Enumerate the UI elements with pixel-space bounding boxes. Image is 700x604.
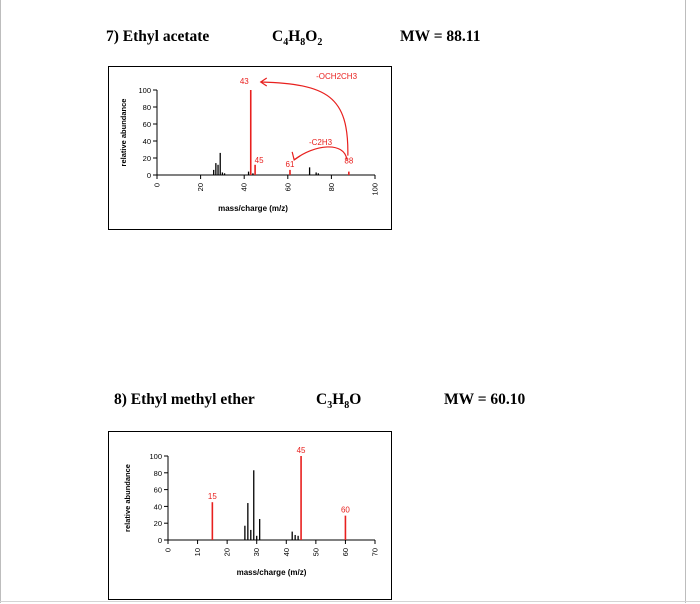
formula-count: 8 — [300, 37, 306, 49]
peak-label: 45 — [255, 156, 264, 165]
y-tick-label: 40 — [154, 502, 162, 511]
x-tick-label: 0 — [153, 183, 162, 187]
fragment-arrowhead — [259, 77, 268, 87]
problem-8-mw: MW = 60.10 — [444, 391, 526, 408]
peak-label: 45 — [297, 446, 306, 455]
chart-2-svg: 0 20 40 60 80 100 relative abundance 0 10 20 30 40 5… — [123, 446, 380, 577]
page-left-edge — [0, 0, 1, 603]
y-tick-label: 20 — [143, 154, 151, 163]
problem-7-mw: MW = 88.11 — [400, 28, 481, 45]
formula-count: 4 — [283, 37, 289, 49]
x-tick-label: 40 — [282, 548, 291, 556]
y-tick-label: 80 — [143, 103, 151, 112]
x-tick-label: 20 — [223, 548, 232, 556]
formula-atom: H — [288, 28, 301, 45]
y-tick-label: 20 — [154, 519, 162, 528]
annotation-c2h3: -C2H3 — [309, 138, 333, 147]
chart-1-frame: 0 20 40 60 80 100 relative abundance 0 20 40 60 80 1… — [108, 66, 392, 230]
peak-label: 88 — [344, 157, 353, 166]
formula-atom: C — [272, 28, 284, 45]
chart-2-frame: 0 20 40 60 80 100 relative abundance 0 10 20 30 40 5… — [108, 431, 392, 600]
annotation-ochch3: -OCH2CH3 — [316, 72, 357, 81]
peak-label: 15 — [208, 492, 217, 501]
y-tick-label: 60 — [143, 120, 151, 129]
x-tick-label: 100 — [371, 183, 380, 196]
formula-atom: O — [305, 28, 318, 45]
page-right-edge — [685, 0, 686, 603]
y-axis-label: relative abundance — [123, 464, 132, 532]
x-tick-label: 20 — [196, 183, 205, 191]
formula-count: 2 — [317, 37, 323, 49]
problem-7-formula: C4H8O2 — [272, 28, 322, 48]
x-tick-label: 40 — [240, 183, 249, 191]
x-tick-label: 60 — [341, 548, 350, 556]
x-tick-label: 80 — [327, 183, 336, 191]
x-tick-label: 10 — [193, 548, 202, 556]
y-tick-label: 80 — [154, 469, 162, 478]
problem-7-title: 7) Ethyl acetate — [106, 28, 210, 45]
y-tick-label: 0 — [158, 536, 162, 545]
x-tick-label: 70 — [371, 548, 380, 556]
y-tick-label: 40 — [143, 137, 151, 146]
formula-atom: C — [316, 391, 328, 408]
peak-label: 43 — [240, 77, 249, 86]
problem-8-title: 8) Ethyl methyl ether — [114, 391, 255, 408]
y-tick-label: 100 — [138, 86, 151, 95]
chart-1-svg: 0 20 40 60 80 100 relative abundance 0 20 40 60 80 1… — [119, 72, 380, 213]
x-axis-label: mass/charge (m/z) — [237, 568, 307, 577]
fragment-arc-ochch3 — [260, 81, 349, 156]
x-tick-label: 30 — [252, 548, 261, 556]
y-tick-label: 0 — [147, 171, 151, 180]
fragment-arrowhead — [291, 151, 301, 161]
formula-atom: H — [332, 391, 345, 408]
x-tick-label: 0 — [164, 548, 173, 552]
y-tick-label: 100 — [149, 452, 162, 461]
y-tick-label: 60 — [154, 486, 162, 495]
x-tick-label: 50 — [311, 548, 320, 556]
fragment-arc-c2h3 — [293, 146, 348, 161]
peak-label: 61 — [286, 160, 295, 169]
x-axis-label: mass/charge (m/z) — [218, 204, 288, 213]
y-axis-label: relative abundance — [119, 99, 128, 167]
peak-label: 60 — [341, 506, 350, 515]
formula-count: 8 — [344, 400, 350, 412]
formula-atom: O — [349, 391, 362, 408]
problem-8-formula: C3H8O — [316, 391, 361, 411]
x-tick-label: 60 — [283, 183, 292, 191]
formula-count: 3 — [327, 400, 333, 412]
page-bottom-edge — [0, 601, 700, 602]
